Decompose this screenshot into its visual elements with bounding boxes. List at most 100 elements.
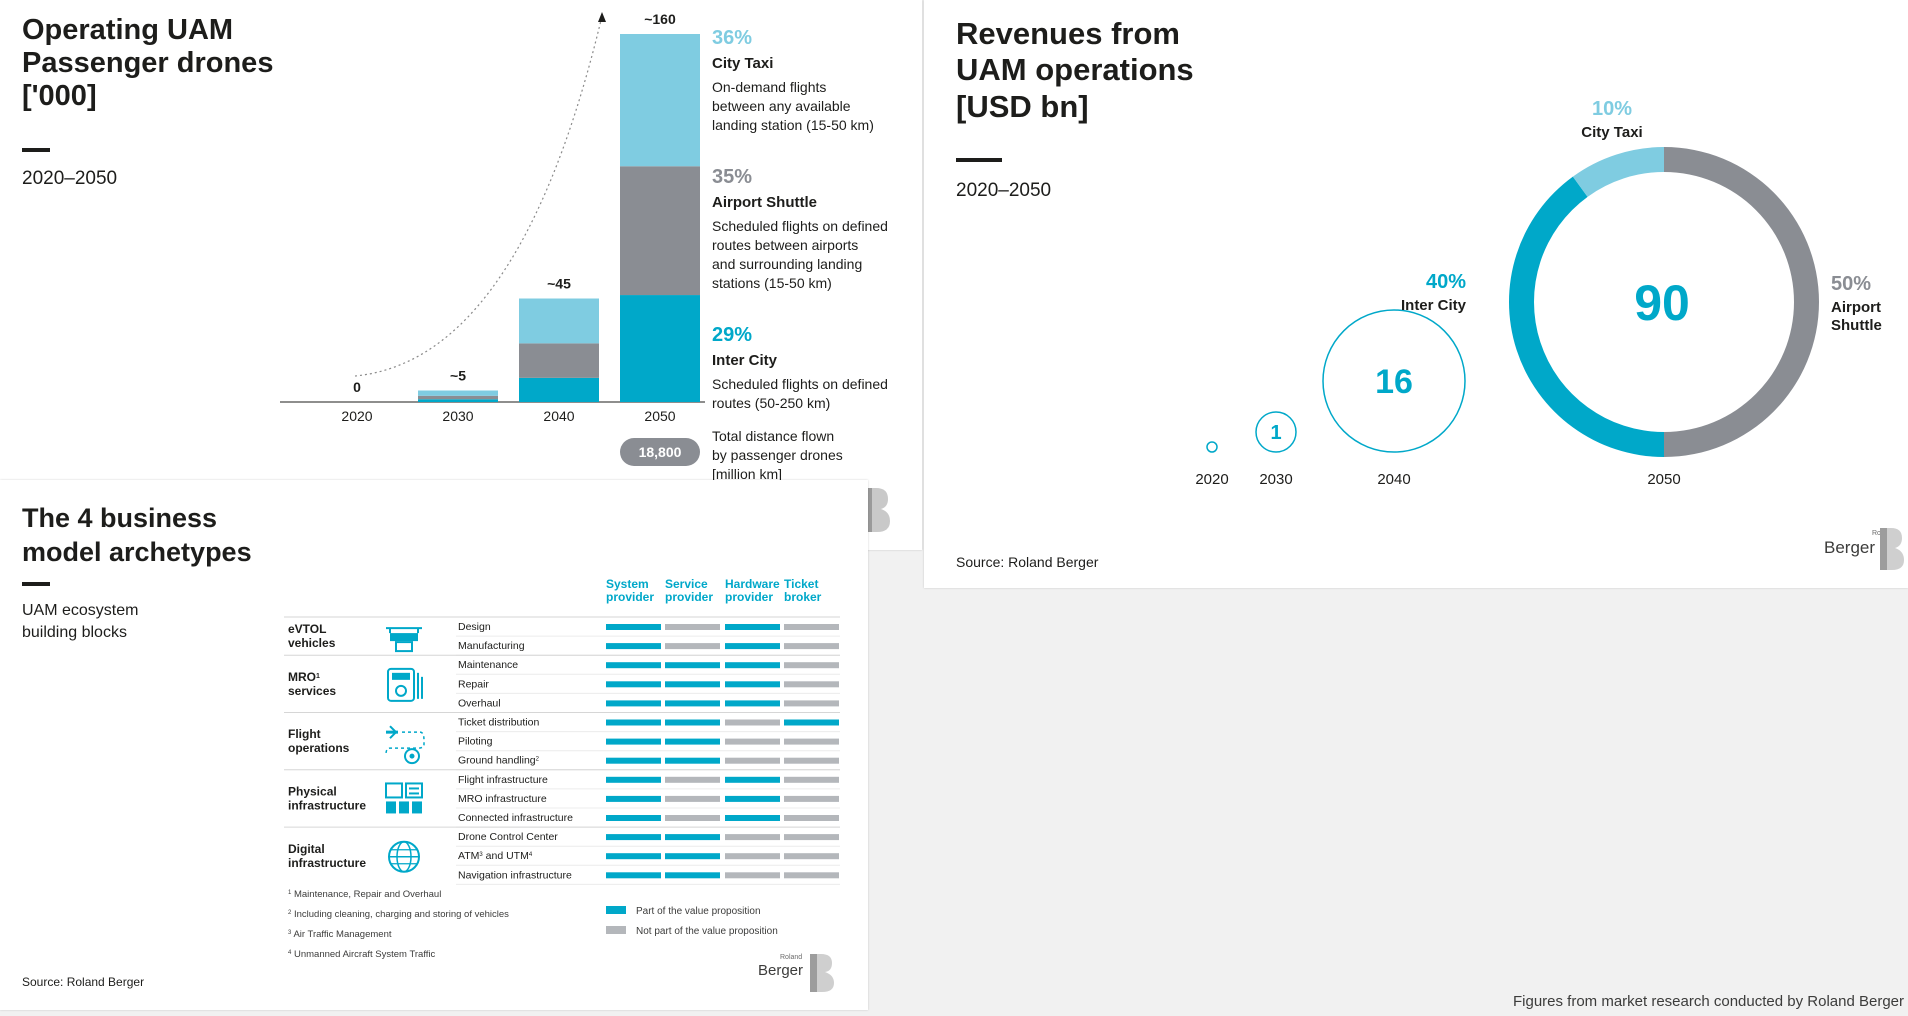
bar-segment-airport-shuttle <box>418 395 498 400</box>
revenue-bubble <box>1255 411 1297 453</box>
cell-not-part-of-value <box>725 757 780 764</box>
legend-description: and surrounding landing <box>712 256 862 272</box>
cell-not-part-of-value <box>725 738 780 745</box>
cell-part-of-value <box>784 719 839 726</box>
bar-segment-inter-city <box>418 399 498 402</box>
revenue-donut-total: 90 <box>1634 275 1690 331</box>
archetypes-title-rule <box>22 582 50 586</box>
cell-part-of-value <box>665 700 720 707</box>
cell-not-part-of-value <box>784 853 839 860</box>
revenue-title-line: Revenues from <box>956 16 1180 51</box>
flight-route-icon <box>385 725 425 765</box>
cell-not-part-of-value <box>784 872 839 879</box>
bar-segment-city-taxi <box>620 34 700 167</box>
growth-curve <box>354 15 603 377</box>
group-label: MRO1 <box>288 670 320 684</box>
growth-arrow-icon <box>598 12 606 22</box>
cell-not-part-of-value <box>784 795 839 802</box>
bar-segment-inter-city <box>519 377 599 402</box>
archetypes-subtitle-line: building blocks <box>22 624 127 642</box>
cell-not-part-of-value <box>784 815 839 821</box>
revenue-year-label: 2020 <box>1195 471 1228 488</box>
roland-berger-b-mark-icon <box>1880 528 1904 570</box>
archetypes-title: The 4 business model archetypes <box>22 502 252 570</box>
building-block-label: Overhaul <box>458 697 501 709</box>
cell-not-part-of-value <box>784 757 839 764</box>
legend-percent: 35% <box>712 166 752 188</box>
legend-series-name: Inter City <box>712 352 778 369</box>
cell-not-part-of-value <box>784 700 839 707</box>
bar-total-label: ~160 <box>644 11 676 27</box>
revenue-title-rule <box>956 158 1002 162</box>
donut-label-percent: 10% <box>1592 98 1632 120</box>
cell-not-part-of-value <box>665 795 720 802</box>
building-block-label: Piloting <box>458 736 493 748</box>
revenue-bubble <box>1322 309 1466 453</box>
x-tick-label: 2030 <box>442 408 473 424</box>
total-distance-caption: [million km] <box>712 466 782 482</box>
archetypes-panel: The 4 business model archetypes UAM ecos… <box>0 480 868 1010</box>
donut-label-name: Inter City <box>1401 297 1467 314</box>
cell-part-of-value <box>725 624 780 630</box>
bar-segment-inter-city <box>620 295 700 402</box>
legend-percent: 36% <box>712 27 752 49</box>
building-block-label: Ground handling2 <box>458 755 540 767</box>
cell-part-of-value <box>665 738 720 745</box>
archetypes-source: Source: Roland Berger <box>22 975 145 989</box>
legend-description: stations (15-50 km) <box>712 275 832 291</box>
revenue-year-label: 2040 <box>1377 471 1410 488</box>
drones-title: Operating UAM Passenger drones ['000] <box>22 14 273 113</box>
building-block-label: MRO infrastructure <box>458 793 547 805</box>
legend-description: routes between airports <box>712 237 858 253</box>
cell-part-of-value <box>665 662 720 669</box>
footnote: 1 Maintenance, Repair and Overhaul <box>288 889 441 900</box>
column-header: provider <box>665 590 713 604</box>
archetypes-subtitle: UAM ecosystem building blocks <box>22 600 138 645</box>
cell-not-part-of-value <box>784 681 839 688</box>
column-header: broker <box>784 590 822 604</box>
building-block-label: ATM3 and UTM4 <box>458 850 533 862</box>
cell-not-part-of-value <box>784 738 839 745</box>
cell-part-of-value <box>606 738 661 745</box>
logo-roland: Roland <box>780 954 803 961</box>
column-header: System <box>606 577 649 591</box>
column-header: Ticket <box>784 577 818 591</box>
revenue-period: 2020–2050 <box>956 180 1052 201</box>
drone-icon <box>386 627 422 653</box>
cell-part-of-value <box>606 681 661 688</box>
legend-description: landing station (15-50 km) <box>712 117 874 133</box>
total-distance-caption: by passenger drones <box>712 447 843 463</box>
cell-part-of-value <box>725 795 780 802</box>
group-label: vehicles <box>288 636 336 650</box>
legend-description: Scheduled flights on defined <box>712 218 888 234</box>
group-label: services <box>288 684 336 698</box>
building-block-label: Navigation infrastructure <box>458 869 572 881</box>
group-label: Physical <box>288 784 337 798</box>
building-block-label: Flight infrastructure <box>458 774 548 786</box>
cell-part-of-value <box>725 662 780 669</box>
footnote: 3 Air Traffic Management <box>288 929 392 940</box>
x-tick-label: 2040 <box>543 408 574 424</box>
revenue-logo: Roland Berger <box>1786 524 1906 572</box>
cell-part-of-value <box>606 872 661 879</box>
x-tick-label: 2050 <box>644 408 675 424</box>
cell-part-of-value <box>606 757 661 764</box>
cell-part-of-value <box>665 681 720 688</box>
matrix-legend-label: Part of the value proposition <box>636 906 761 917</box>
revenue-title: Revenues from UAM operations [USD bn] <box>956 16 1194 125</box>
matrix-legend-swatch <box>606 906 626 914</box>
bar-total-label: ~45 <box>547 276 571 292</box>
archetypes-matrix: SystemproviderServiceproviderHardwarepro… <box>284 577 840 960</box>
legend-description: On-demand flights <box>712 79 826 95</box>
drones-title-line: ['000] <box>22 80 97 113</box>
column-header: provider <box>606 590 654 604</box>
bar-segment-airport-shuttle <box>519 343 599 378</box>
mro-tools-icon <box>387 667 423 702</box>
cell-part-of-value <box>725 776 780 783</box>
cell-not-part-of-value <box>784 643 839 650</box>
cell-part-of-value <box>606 624 661 630</box>
cell-part-of-value <box>725 681 780 688</box>
cell-not-part-of-value <box>784 662 839 669</box>
bar-segment-city-taxi <box>418 390 498 396</box>
cell-part-of-value <box>606 719 661 726</box>
